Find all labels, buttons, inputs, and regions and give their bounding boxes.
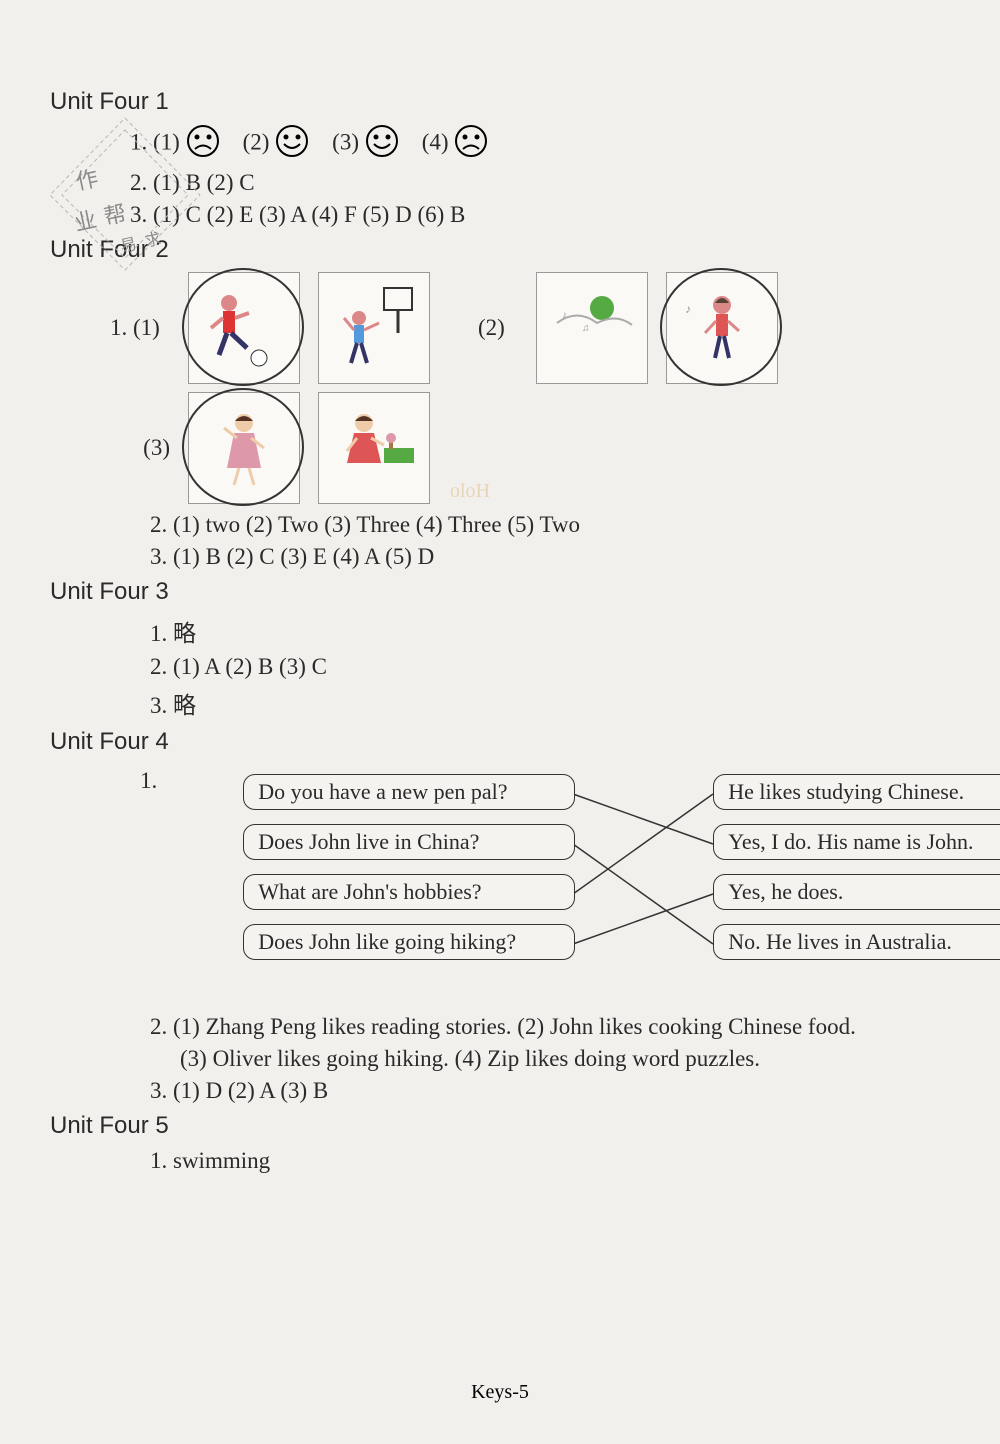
unit-heading: Unit Four 1 bbox=[50, 88, 950, 116]
u1-q3: 3. (1) C (2) E (3) A (4) F (5) D (6) B bbox=[130, 202, 950, 228]
svg-text:♪: ♪ bbox=[562, 310, 567, 321]
answer-key-page: 作 业 帮 易 求 Unit Four 1 1. (1) (2) (3) (4)… bbox=[0, 0, 1000, 1220]
svg-text:♫: ♫ bbox=[582, 323, 590, 334]
match-question: Does John live in China? bbox=[243, 824, 575, 860]
picture bbox=[318, 392, 430, 504]
match-answer: No. He lives in Australia. bbox=[713, 924, 1000, 960]
item-label: 1. bbox=[140, 768, 157, 794]
happy-face-icon bbox=[275, 124, 309, 164]
unit-heading: Unit Four 3 bbox=[50, 578, 950, 606]
picture-circled: ♪ bbox=[666, 272, 778, 384]
match-answer: Yes, I do. His name is John. bbox=[713, 824, 1000, 860]
u1-q1: 1. (1) (2) (3) (4) bbox=[130, 124, 950, 164]
u3-q3: 3. 略 bbox=[150, 686, 950, 720]
item-label: (2) bbox=[478, 315, 518, 341]
u4-q2b: (3) Oliver likes going hiking. (4) Zip l… bbox=[180, 1046, 950, 1072]
u3-q1: 1. 略 bbox=[150, 614, 950, 648]
u2-q1-row2: (3) bbox=[110, 392, 950, 504]
picture-circled bbox=[188, 392, 300, 504]
u4-q2a: 2. (1) Zhang Peng likes reading stories.… bbox=[150, 1014, 950, 1040]
item-label: (2) bbox=[243, 129, 270, 154]
svg-text:帮: 帮 bbox=[102, 201, 129, 230]
item-label: (3) bbox=[110, 435, 170, 461]
match-question: What are John's hobbies? bbox=[243, 874, 575, 910]
picture bbox=[318, 272, 430, 384]
svg-text:业: 业 bbox=[72, 207, 99, 236]
unit-heading: Unit Four 5 bbox=[50, 1112, 950, 1140]
sad-face-icon bbox=[186, 124, 220, 164]
unit-heading: Unit Four 2 bbox=[50, 236, 950, 264]
sad-face-icon bbox=[454, 124, 488, 164]
happy-face-icon bbox=[365, 124, 399, 164]
picture-circled bbox=[188, 272, 300, 384]
page-footer: Keys-5 bbox=[0, 1381, 1000, 1404]
item-label: (4) bbox=[422, 129, 449, 154]
u5-q1: 1. swimming bbox=[150, 1148, 950, 1174]
svg-text:作: 作 bbox=[74, 166, 101, 195]
matching-exercise: Do you have a new pen pal? Does John live… bbox=[243, 774, 950, 984]
match-answer: Yes, he does. bbox=[713, 874, 1000, 910]
item-label: 1. (1) bbox=[130, 129, 180, 154]
u2-q2: 2. (1) two (2) Two (3) Three (4) Three (… bbox=[150, 512, 950, 538]
item-label: 1. (1) bbox=[110, 315, 170, 341]
picture: ♪♫ bbox=[536, 272, 648, 384]
u2-q1-row1: 1. (1) (2) ♪♫ ♪ bbox=[110, 272, 950, 384]
u4-q3: 3. (1) D (2) A (3) B bbox=[150, 1078, 950, 1104]
match-question: Do you have a new pen pal? bbox=[243, 774, 575, 810]
u1-q2: 2. (1) B (2) C bbox=[130, 170, 950, 196]
unit-heading: Unit Four 4 bbox=[50, 728, 950, 756]
match-question: Does John like going hiking? bbox=[243, 924, 575, 960]
u3-q2: 2. (1) A (2) B (3) C bbox=[150, 654, 950, 680]
u2-q3: 3. (1) B (2) C (3) E (4) A (5) D bbox=[150, 544, 950, 570]
match-answer: He likes studying Chinese. bbox=[713, 774, 1000, 810]
item-label: (3) bbox=[332, 129, 359, 154]
